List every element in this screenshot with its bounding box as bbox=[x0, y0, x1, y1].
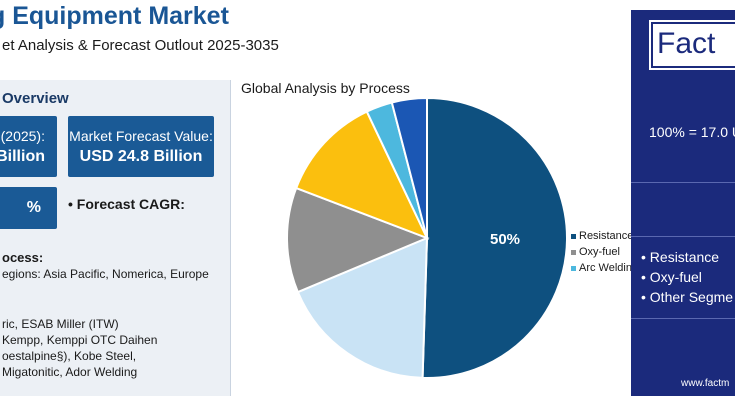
legend-item-oxy-fuel: Oxy-fuel bbox=[571, 244, 638, 260]
cagr-value: % bbox=[26, 199, 41, 216]
cagr-box: % bbox=[0, 187, 57, 229]
cagr-label: • Forecast CAGR: bbox=[68, 196, 185, 212]
legend-swatch bbox=[571, 265, 576, 271]
pie-slice-1 bbox=[296, 236, 429, 379]
market-value-amount: Billion bbox=[0, 148, 45, 165]
total-value-text: 100% = 17.0 U bbox=[649, 124, 735, 140]
legend-label-oxy-fuel: Oxy-fuel bbox=[579, 246, 620, 258]
players-line-2: Kempp, Kemppi OTC Daihen bbox=[2, 333, 158, 347]
pie-slice-0 bbox=[421, 96, 568, 379]
legend-label-arc-welding: Arc Welding bbox=[579, 262, 639, 274]
fact-logo: Fact bbox=[651, 22, 735, 68]
sidebar-item-other: • Other Segme bbox=[641, 289, 734, 305]
page-title: g Equipment Market bbox=[0, 2, 229, 30]
legend-swatch bbox=[571, 249, 576, 255]
forecast-value-label: Market Forecast Value: bbox=[69, 128, 213, 144]
sidebar-item-oxy-fuel: • Oxy-fuel bbox=[641, 269, 702, 285]
process-pie-chart: 50% bbox=[286, 96, 568, 379]
process-label: ocess: bbox=[2, 250, 44, 265]
fact-sidebar bbox=[631, 10, 735, 396]
divider bbox=[631, 182, 735, 183]
market-value-label: e (2025): bbox=[0, 128, 45, 144]
market-value-box: e (2025): Billion bbox=[0, 116, 57, 177]
pie-slice-5 bbox=[390, 96, 428, 239]
chart-legend: Resistance Oxy-fuel Arc Welding bbox=[571, 228, 638, 276]
forecast-value-box: Market Forecast Value: USD 24.8 Billion bbox=[68, 116, 214, 177]
players-line-3: oestalpine§), Kobe Steel, bbox=[2, 349, 137, 363]
pie-slice-3 bbox=[294, 110, 429, 240]
sidebar-item-resistance: • Resistance bbox=[641, 249, 720, 265]
page-subtitle: et Analysis & Forecast Outlout 2025-3035 bbox=[2, 37, 279, 54]
legend-label-resistance: Resistance bbox=[579, 230, 634, 242]
players-line-4: Migatonitic, Ador Welding bbox=[2, 365, 138, 379]
fact-logo-text: Fact bbox=[657, 27, 716, 60]
pie-slice-2 bbox=[286, 186, 430, 294]
slice-label-resistance: 50% bbox=[490, 231, 520, 248]
overview-heading: Overview bbox=[2, 90, 69, 107]
legend-item-resistance: Resistance bbox=[571, 228, 638, 244]
regions-text: egions: Asia Pacific, Nomerica, Europe bbox=[2, 267, 209, 281]
chart-title: Global Analysis by Process bbox=[241, 80, 410, 96]
website-url: www.factm bbox=[681, 378, 730, 389]
divider bbox=[631, 236, 735, 237]
legend-swatch bbox=[571, 233, 576, 239]
divider bbox=[631, 318, 735, 319]
players-line-1: ric, ESAB Miller (ITW) bbox=[2, 317, 119, 331]
legend-item-arc-welding: Arc Welding bbox=[571, 260, 638, 276]
forecast-value-amount: USD 24.8 Billion bbox=[79, 148, 203, 165]
